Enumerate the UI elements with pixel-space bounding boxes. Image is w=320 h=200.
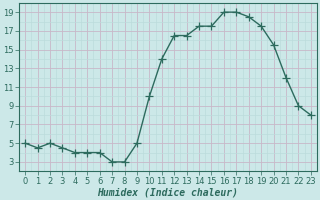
X-axis label: Humidex (Indice chaleur): Humidex (Indice chaleur) xyxy=(98,187,238,197)
